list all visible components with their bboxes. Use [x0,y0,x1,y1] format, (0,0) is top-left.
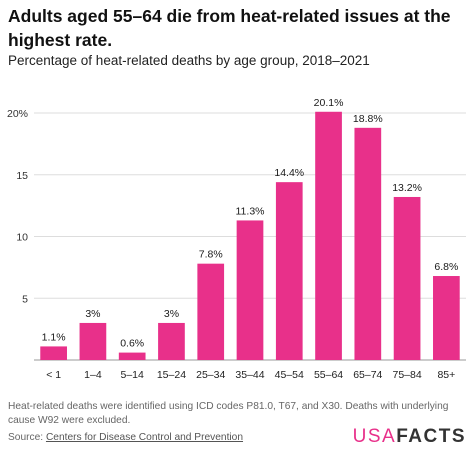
bar[interactable] [79,322,107,360]
source-label: Source: [8,432,46,443]
y-tick-label: 5 [22,293,28,305]
x-tick-label: 45–54 [275,369,304,381]
y-tick-label: 10 [16,232,28,244]
chart-subtitle: Percentage of heat-related deaths by age… [8,53,370,68]
x-tick-label: 35–44 [235,369,264,381]
footnote: Heat-related deaths were identified usin… [8,401,449,426]
data-labels: 1.1% 3% 0.6% 3% 7.8% 11.3% 14.4% 20.1% 18.8% 13.2… [42,97,459,350]
bars [40,111,460,360]
bar[interactable] [40,346,67,360]
x-tick-label: 75–84 [392,369,421,381]
x-tick-label: 65–74 [353,369,382,381]
x-tick-label: 55–64 [314,369,343,381]
bar[interactable] [236,220,264,360]
chart-title: Adults aged 55–64 die from heat-related … [8,6,451,50]
usafacts-logo[interactable]: USAFACTS [353,426,466,448]
logo-usa: USA [352,426,397,447]
y-tick-label: 20% [7,108,28,120]
bar[interactable] [118,352,146,360]
x-tick-label: 25–34 [196,369,225,381]
y-axis-ticks: 5 10 15 20% [7,108,28,305]
source-line: Source: Centers for Disease Control and … [8,432,243,443]
x-tick-label: 5–14 [121,369,145,381]
x-tick-label: < 1 [46,369,61,381]
x-tick-label: 85+ [437,369,455,381]
data-label: 7.8% [199,249,223,261]
data-label: 0.6% [120,338,144,350]
x-axis-ticks: < 1 1–4 5–14 15–24 25–34 35–44 45–54 55–64 65–74… [46,369,455,381]
bar[interactable] [393,196,421,360]
data-label: 13.2% [392,182,422,194]
data-label: 11.3% [236,205,265,217]
data-label: 1.1% [42,331,66,343]
bar[interactable] [197,263,225,360]
bar-chart: 5 10 15 20% 1.1% 3% 0.6% 3% 7.8% 11.3% 14.4% 20.1%… [7,97,466,381]
bar[interactable] [433,276,460,360]
y-tick-label: 15 [16,170,28,182]
data-label: 3% [164,308,179,320]
data-label: 18.8% [353,113,383,125]
x-tick-label: 15–24 [157,369,186,381]
bar[interactable] [315,111,342,360]
data-label: 14.4% [274,167,304,179]
bar[interactable] [354,127,382,360]
logo-facts: FACTS [396,426,466,447]
bar[interactable] [275,182,303,360]
x-tick-label: 1–4 [84,369,102,381]
data-label: 6.8% [434,261,458,273]
data-label: 3% [85,308,100,320]
source-link[interactable]: Centers for Disease Control and Preventi… [45,432,244,443]
data-label: 20.1% [314,97,344,109]
bar[interactable] [158,322,185,360]
